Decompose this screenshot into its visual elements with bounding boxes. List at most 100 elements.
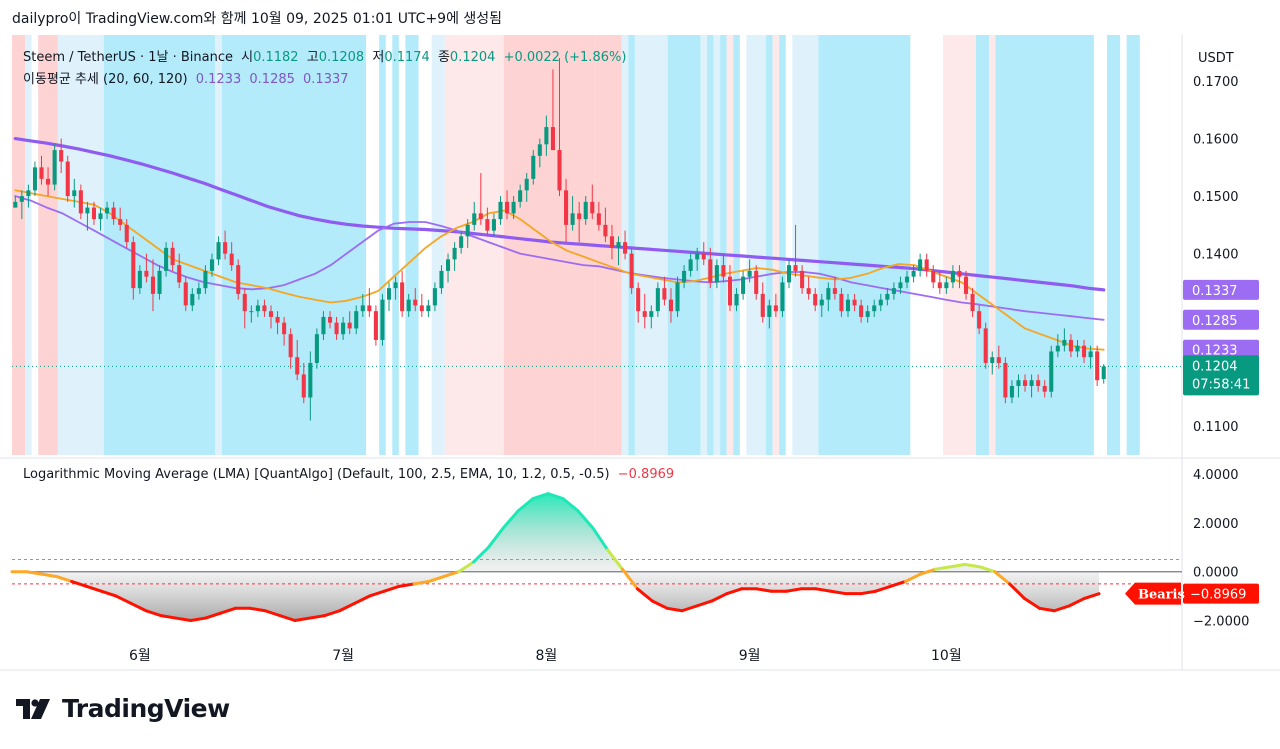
price-tick-label: 0.1500 <box>1193 190 1239 205</box>
candle <box>46 167 51 197</box>
candle-body <box>583 201 588 220</box>
legend-ma120-value: 0.1337 <box>303 72 349 87</box>
candle <box>98 207 103 231</box>
candle <box>904 270 910 289</box>
candle-body <box>629 253 634 289</box>
trend-zone-bull <box>975 35 989 455</box>
candle <box>786 259 792 289</box>
candle-body <box>229 253 234 266</box>
candle <box>780 276 785 317</box>
candle-body <box>216 242 221 260</box>
legend-lma-value: −0.8969 <box>617 467 675 482</box>
candle-body <box>642 311 647 317</box>
candle-body <box>983 328 988 363</box>
candle <box>118 207 123 231</box>
candle <box>675 276 680 317</box>
candle-body <box>203 270 208 289</box>
chart-header-attribution: dailypro이 TradingView.com와 함께 10월 09, 20… <box>12 11 503 27</box>
candle-body <box>341 322 346 335</box>
candle <box>642 293 647 329</box>
legend-ma: 이동평균 추세 (20, 60, 120) 0.1233 0.1285 0.13… <box>23 68 353 87</box>
candle-body <box>852 299 857 306</box>
trend-zone-bull <box>667 35 701 455</box>
candle-body <box>223 242 228 254</box>
candle-body <box>111 207 116 220</box>
candle <box>583 196 588 225</box>
trend-zone-bull_light <box>792 35 819 455</box>
candle-body <box>518 190 523 202</box>
candle-body <box>380 299 385 340</box>
tradingview-logo[interactable]: TradingView <box>16 694 230 723</box>
candle <box>327 311 333 329</box>
candle <box>373 305 378 346</box>
candle-body <box>314 334 319 363</box>
lma-line-segment <box>293 616 312 622</box>
legend-high-label: 고 <box>306 50 319 65</box>
candle <box>485 207 490 237</box>
candle <box>105 201 110 220</box>
candle-body <box>262 305 267 312</box>
lma-line-segment <box>710 592 729 603</box>
lma-line-segment <box>695 599 714 608</box>
lma-indicator-pane <box>10 492 1182 622</box>
candle <box>793 224 798 277</box>
candle-body <box>164 247 169 271</box>
candle-body <box>662 288 667 300</box>
candle-body <box>177 265 182 283</box>
candle <box>124 219 129 248</box>
legend-lma-name[interactable]: Logarithmic Moving Average (LMA) [QuantA… <box>23 467 610 482</box>
candle-body <box>970 293 975 312</box>
lma-line-segment <box>561 497 580 513</box>
lma-line-segment <box>427 575 446 583</box>
candle <box>465 219 470 248</box>
lma-line-segment <box>606 548 625 571</box>
lma-line-segment <box>189 616 208 622</box>
candle-body <box>393 282 398 289</box>
candle-body <box>295 357 300 375</box>
candle-body <box>282 322 287 335</box>
candle-body <box>655 288 660 312</box>
candle <box>1009 380 1014 404</box>
candle-body <box>354 311 359 329</box>
candle-body <box>432 288 437 306</box>
candle-body <box>990 357 995 363</box>
candle-body <box>1095 351 1100 381</box>
candle-body <box>39 167 44 179</box>
candle <box>1062 328 1067 352</box>
trend-zone-bull <box>1126 35 1140 455</box>
candle-body <box>1055 345 1060 352</box>
candle-body <box>1016 380 1021 386</box>
candle-body <box>478 213 483 220</box>
candle <box>491 213 496 237</box>
lma-line-segment <box>263 609 282 618</box>
candle-body <box>845 299 851 312</box>
lma-line-segment <box>457 560 476 574</box>
candle-body <box>649 311 654 317</box>
candle-body <box>904 276 910 283</box>
candle <box>354 305 359 335</box>
candle <box>85 201 90 231</box>
legend-open-value: 0.1182 <box>253 50 299 65</box>
time-tick-label: 9월 <box>739 648 761 664</box>
candle <box>977 305 982 335</box>
ma60-price-tag-box <box>1183 309 1259 330</box>
lma-line-segment <box>1023 597 1041 610</box>
candle <box>360 293 365 317</box>
candle <box>990 351 995 375</box>
candle-body <box>91 207 96 220</box>
candle-body <box>865 311 870 317</box>
lma-line-segment <box>650 599 669 610</box>
lma-line-segment <box>918 567 937 576</box>
candle <box>52 144 57 191</box>
candle-body <box>1062 339 1067 346</box>
legend-ma-name[interactable]: 이동평균 추세 (20, 60, 120) <box>23 72 188 87</box>
trend-zone-bull_light <box>746 35 767 455</box>
legend-symbol[interactable]: Steem / TetherUS · 1날 · Binance <box>23 50 233 65</box>
candle <box>157 265 162 300</box>
candle-body <box>701 253 706 260</box>
candle-body <box>727 276 733 306</box>
legend-main: Steem / TetherUS · 1날 · Binance 시0.1182 … <box>23 46 630 65</box>
candle <box>314 328 319 369</box>
candle-body <box>806 288 811 294</box>
